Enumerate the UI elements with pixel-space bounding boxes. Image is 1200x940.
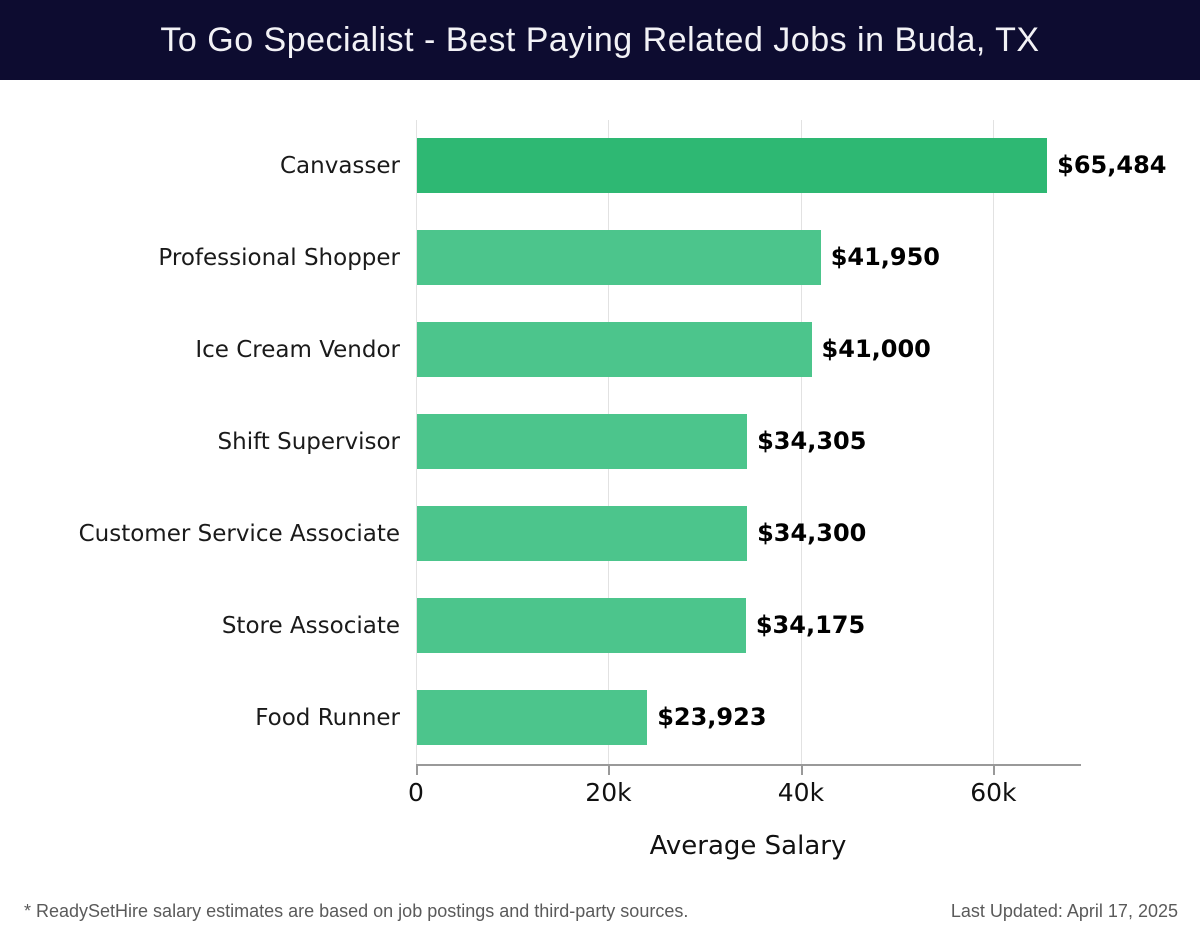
x-tick-label-60k: 60k <box>970 778 1017 807</box>
bar <box>417 506 748 561</box>
chart-title: To Go Specialist - Best Paying Related J… <box>160 20 1040 59</box>
category-label: Customer Service Associate <box>78 520 400 547</box>
x-tick-40k <box>800 764 803 775</box>
bar <box>417 690 648 745</box>
x-axis-line <box>416 764 1081 766</box>
category-label: Canvasser <box>279 152 400 179</box>
disclaimer-text: * ReadySetHire salary estimates are base… <box>24 901 689 921</box>
category-label: Professional Shopper <box>158 244 400 271</box>
bar <box>417 414 748 469</box>
category-label: Food Runner <box>255 704 400 731</box>
x-tick-60k <box>993 764 996 775</box>
value-label: $34,305 <box>757 427 867 455</box>
x-tick-label-0: 0 <box>408 778 424 807</box>
value-label: $34,175 <box>755 611 866 639</box>
category-label: Shift Supervisor <box>217 428 400 455</box>
x-tick-0 <box>416 764 418 775</box>
category-label: Store Associate <box>221 612 400 639</box>
gridline-0 <box>416 120 417 765</box>
value-label: $65,484 <box>1057 151 1167 179</box>
chart-header: To Go Specialist - Best Paying Related J… <box>0 0 1200 80</box>
gridline-60k <box>993 120 995 765</box>
bar <box>417 230 821 285</box>
x-tick-label-40k: 40k <box>777 778 825 807</box>
value-label: $34,300 <box>757 519 867 547</box>
bar <box>417 598 746 653</box>
value-label: $23,923 <box>657 703 767 731</box>
gridline-40k <box>800 120 802 765</box>
bar <box>417 322 812 377</box>
value-label: $41,000 <box>821 335 931 363</box>
x-tick-20k <box>608 764 611 775</box>
last-updated-text: Last Updated: April 17, 2025 <box>950 901 1178 921</box>
value-label: $41,950 <box>830 243 940 271</box>
x-tick-label-20k: 20k <box>585 778 632 807</box>
category-label: Ice Cream Vendor <box>195 336 400 363</box>
x-axis-title: Average Salary <box>649 831 847 861</box>
bar <box>417 138 1048 193</box>
